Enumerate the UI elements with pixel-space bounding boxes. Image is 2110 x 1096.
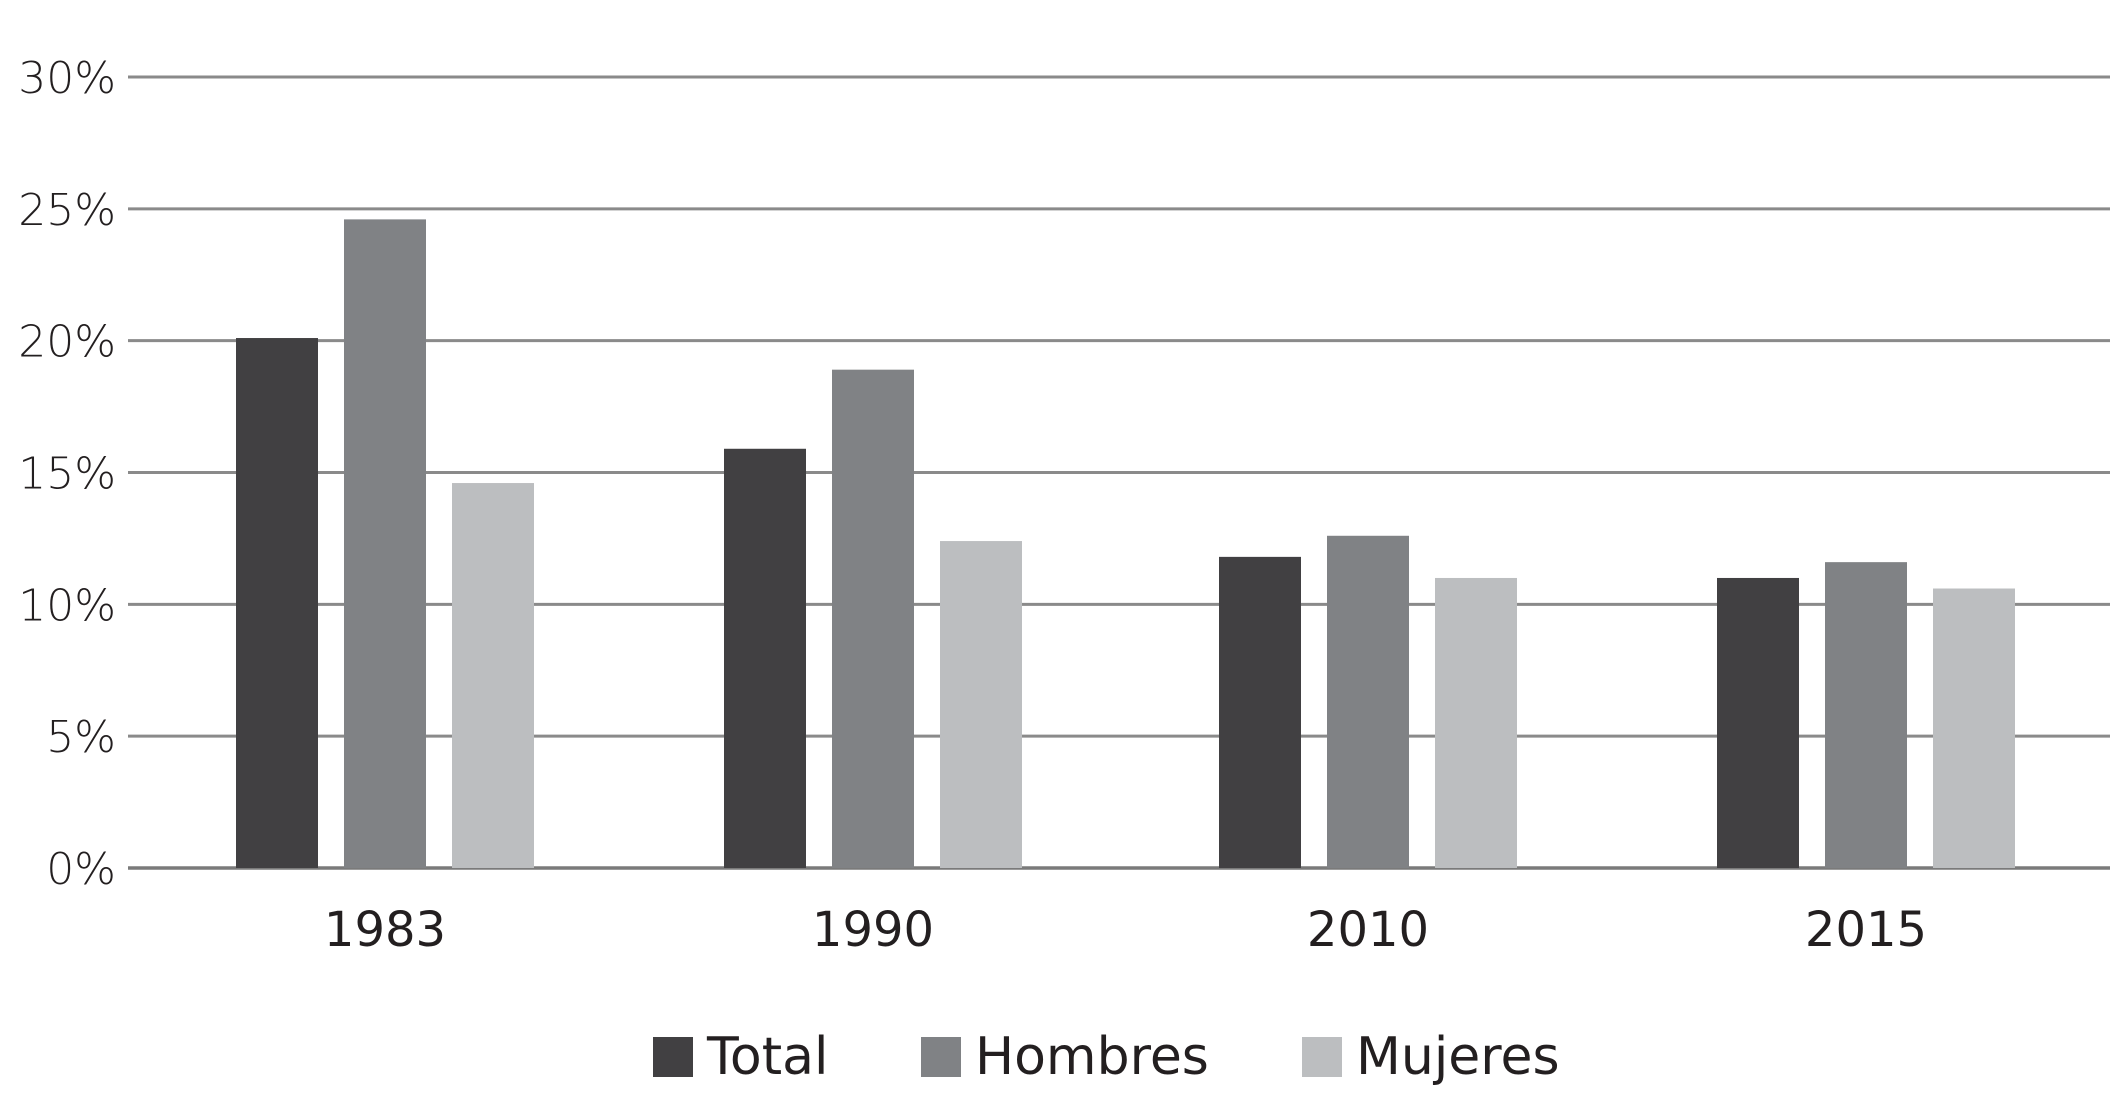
y-tick-label: 30%: [18, 53, 116, 104]
y-tick-label: 10%: [18, 580, 116, 631]
legend-item-total: Total: [653, 1027, 828, 1087]
x-tick-label: 2015: [1805, 902, 1927, 958]
legend-swatch: [653, 1037, 693, 1077]
legend-label: Mujeres: [1356, 1027, 1560, 1087]
bar-mujeres-2010: [1435, 577, 1517, 868]
legend-label: Total: [706, 1027, 828, 1087]
y-tick-label: 5%: [46, 712, 116, 763]
legend-swatch: [921, 1037, 961, 1077]
y-tick-label: 20%: [18, 317, 116, 368]
legend-item-hombres: Hombres: [921, 1027, 1209, 1087]
bar-hombres-2015: [1825, 562, 1907, 868]
legend-item-mujeres: Mujeres: [1302, 1027, 1560, 1087]
bar-total-1990: [724, 448, 806, 868]
y-tick-label: 25%: [18, 185, 116, 236]
x-tick-label: 2010: [1307, 902, 1429, 958]
bar-hombres-1990: [832, 369, 914, 868]
y-axis-tick-labels: 0% 5% 10% 15% 20% 25% 30%: [18, 53, 116, 895]
x-tick-label: 1983: [324, 902, 446, 958]
legend-label: Hombres: [975, 1027, 1209, 1087]
legend: Total Hombres Mujeres: [653, 1027, 1560, 1087]
bar-total-2015: [1717, 577, 1799, 868]
y-tick-label: 15%: [18, 449, 116, 500]
legend-swatch: [1302, 1037, 1342, 1077]
bar-mujeres-1983: [452, 483, 534, 868]
x-tick-label: 1990: [812, 902, 934, 958]
x-axis-tick-labels: 1983 1990 2010 2015: [324, 902, 1927, 958]
bar-mujeres-2015: [1933, 588, 2015, 868]
bar-mujeres-1990: [940, 541, 1022, 868]
bar-hombres-1983: [344, 219, 426, 868]
bar-total-1983: [236, 338, 318, 868]
bar-hombres-2010: [1327, 535, 1409, 868]
bars: [236, 219, 2015, 868]
bar-total-2010: [1219, 556, 1301, 868]
y-tick-label: 0%: [46, 844, 116, 895]
